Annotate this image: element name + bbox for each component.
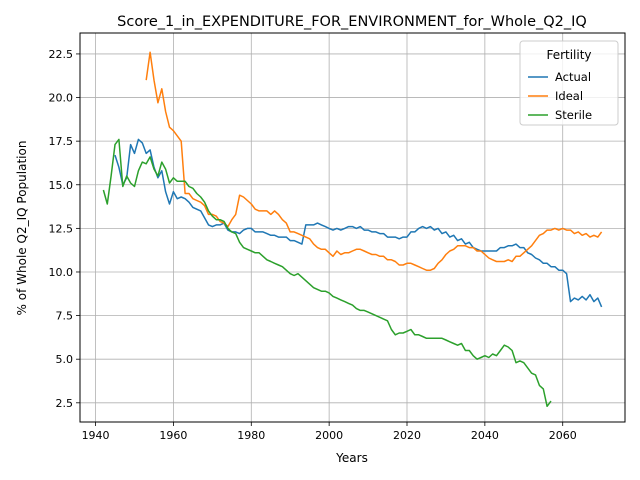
y-tick-label: 5.0: [56, 353, 74, 366]
x-axis-label: Years: [335, 451, 368, 465]
legend-label-actual: Actual: [555, 70, 591, 84]
plot-frame: [79, 32, 626, 423]
x-tick-label: 2060: [549, 429, 577, 442]
grid-lines: [80, 33, 625, 422]
x-tick-label: 2020: [393, 429, 421, 442]
x-tick-label: 2000: [315, 429, 343, 442]
y-tick-label: 12.5: [49, 222, 74, 235]
y-tick-label: 17.5: [49, 135, 74, 148]
x-tick-label: 1980: [237, 429, 265, 442]
y-tick-label: 20.0: [49, 92, 74, 105]
legend: Fertility Actual Ideal Sterile: [519, 40, 619, 126]
y-tick-label: 10.0: [49, 266, 74, 279]
legend-items: Actual Ideal Sterile: [528, 70, 592, 122]
chart-title: Score_1_in_EXPENDITURE_FOR_ENVIRONMENT_f…: [117, 14, 587, 30]
series-line-ideal: [145, 51, 603, 271]
y-tick-label: 22.5: [49, 48, 74, 61]
x-tick-label: 1940: [82, 429, 110, 442]
legend-title: Fertility: [546, 48, 591, 62]
y-axis-label: % of Whole Q2_IQ Population: [15, 141, 29, 316]
x-tick-label: 1960: [159, 429, 187, 442]
legend-label-ideal: Ideal: [555, 89, 583, 103]
x-axis-ticks: 1940 1960 1980 2000 2020 2040 2060: [82, 422, 577, 442]
x-tick-label: 2040: [471, 429, 499, 442]
legend-box: [519, 40, 619, 126]
legend-label-sterile: Sterile: [555, 108, 592, 122]
y-tick-label: 2.5: [56, 397, 74, 410]
y-tick-label: 15.0: [49, 179, 74, 192]
series-line-actual: [114, 138, 603, 308]
series-layer: [102, 51, 603, 408]
series-line-sterile: [102, 138, 552, 408]
y-axis-ticks: 2.5 5.0 7.5 10.0 12.5 15.0 17.5 20.0 22.5: [49, 48, 80, 410]
y-tick-label: 7.5: [56, 310, 74, 323]
